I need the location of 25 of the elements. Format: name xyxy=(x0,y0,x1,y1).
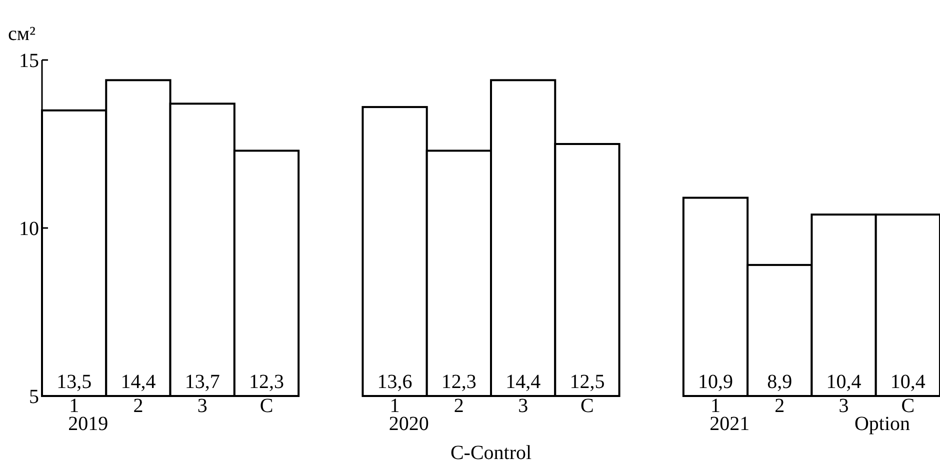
x-tick-label: C xyxy=(580,395,594,417)
data-label: 10,4 xyxy=(826,371,862,393)
x-tick-label: 2 xyxy=(774,395,785,417)
data-label: 13,5 xyxy=(56,371,92,393)
data-label: 10,4 xyxy=(890,371,926,393)
x-tick-label: 3 xyxy=(197,395,208,417)
data-label: 12,3 xyxy=(441,371,476,393)
data-label: 8,9 xyxy=(767,371,792,393)
y-tick-label: 10 xyxy=(19,218,39,240)
data-label: 12,5 xyxy=(570,371,605,393)
data-label: 13,7 xyxy=(184,371,220,393)
x-tick-label: C xyxy=(260,395,274,417)
x-tick-label: 2 xyxy=(133,395,144,417)
data-label: 14,4 xyxy=(120,371,156,393)
text: C-Control xyxy=(450,442,532,464)
data-label: 10,9 xyxy=(698,371,733,393)
data-label: 12,3 xyxy=(249,371,284,393)
x-tick-label: 3 xyxy=(838,395,849,417)
x-tick-label: 2 xyxy=(454,395,464,417)
y-tick-label: 15 xyxy=(19,50,39,72)
x-tick-label: 3 xyxy=(518,395,528,417)
data-label: 14,4 xyxy=(506,371,541,393)
data-label: 13,6 xyxy=(377,371,412,393)
y-tick-label: 5 xyxy=(29,386,39,408)
y-axis-title: см² xyxy=(8,23,36,45)
